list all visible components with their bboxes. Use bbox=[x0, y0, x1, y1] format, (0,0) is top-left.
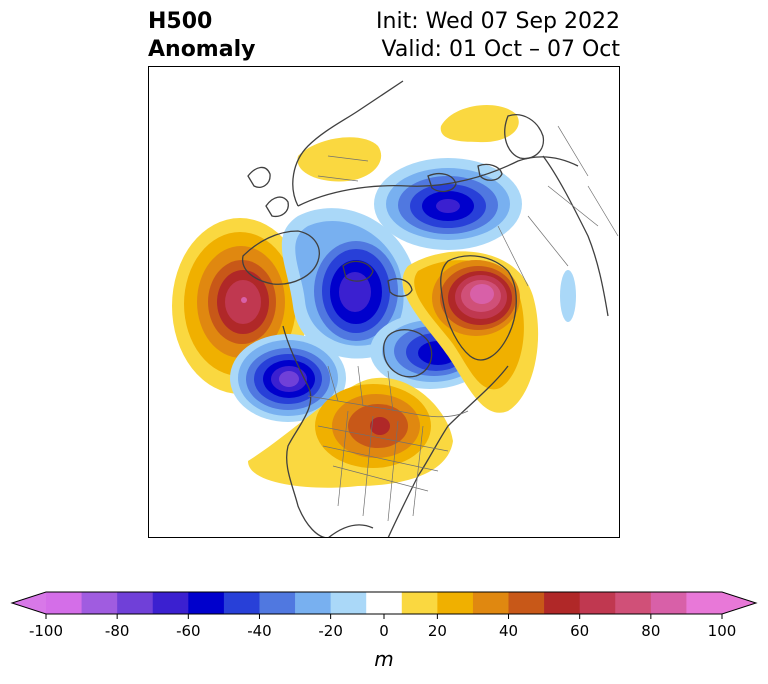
arctic-low bbox=[281, 208, 418, 359]
pacific-low bbox=[230, 334, 346, 422]
colorbar-swatch bbox=[366, 592, 403, 614]
init-date: Init: Wed 07 Sep 2022 bbox=[376, 9, 620, 34]
colorbar-swatch bbox=[295, 592, 332, 614]
colorbar-swatch bbox=[686, 592, 723, 614]
colorbar-swatch bbox=[81, 592, 118, 614]
colorbar-tick-label: 80 bbox=[641, 622, 660, 640]
scandinavia-high bbox=[440, 104, 519, 143]
political-borders bbox=[307, 125, 619, 522]
title-block-left: H500 Anomaly bbox=[148, 8, 255, 64]
atlantic-trough-tail bbox=[560, 270, 576, 322]
colorbar-swatch bbox=[472, 592, 510, 614]
map-frame bbox=[148, 66, 620, 538]
colorbar-tick-label: 60 bbox=[570, 622, 589, 640]
colorbar-unit-label: m bbox=[374, 647, 393, 671]
colorbar-tick-label: -100 bbox=[29, 622, 63, 640]
colorbar: -100 -80 -60 -40 -20 0 20 40 60 80 100 m bbox=[10, 591, 758, 671]
colorbar-swatch bbox=[46, 592, 83, 614]
colorbar-tick-label: 100 bbox=[708, 622, 737, 640]
siberia-low bbox=[374, 158, 522, 250]
colorbar-swatch bbox=[615, 592, 652, 614]
anomaly-map bbox=[148, 66, 620, 538]
colorbar-swatch bbox=[544, 592, 581, 614]
colorbar-swatch bbox=[650, 592, 687, 614]
title-block-right: Init: Wed 07 Sep 2022 Valid: 01 Oct – 07… bbox=[376, 8, 620, 64]
title-anomaly: Anomaly bbox=[148, 37, 256, 62]
colorbar-tick-label: -40 bbox=[247, 622, 272, 640]
colorbar-ticks: -100 -80 -60 -40 -20 0 20 40 60 80 100 bbox=[29, 614, 736, 640]
colorbar-tick-label: 40 bbox=[499, 622, 518, 640]
colorbar-swatch bbox=[188, 592, 225, 614]
colorbar-swatch bbox=[508, 592, 545, 614]
colorbar-extend-low bbox=[12, 592, 46, 614]
valid-range: Valid: 01 Oct – 07 Oct bbox=[381, 37, 620, 62]
colorbar-tick-label: 20 bbox=[428, 622, 447, 640]
colorbar-swatch bbox=[223, 592, 260, 614]
title-variable: H500 bbox=[148, 9, 213, 34]
colorbar-extend-high bbox=[722, 592, 756, 614]
colorbar-swatches bbox=[12, 592, 756, 614]
colorbar-swatch bbox=[117, 592, 154, 614]
colorbar-swatch bbox=[401, 592, 438, 614]
coastlines bbox=[242, 80, 609, 538]
colorbar-swatch bbox=[259, 592, 296, 614]
colorbar-swatch bbox=[152, 592, 189, 614]
colorbar-swatch bbox=[330, 592, 367, 614]
colorbar-tick-label: -20 bbox=[318, 622, 343, 640]
colorbar-swatch bbox=[579, 592, 616, 614]
east-asia-high bbox=[297, 137, 382, 182]
colorbar-swatch bbox=[437, 592, 474, 614]
colorbar-tick-label: 0 bbox=[379, 622, 389, 640]
colorbar-tick-label: -80 bbox=[105, 622, 130, 640]
colorbar-tick-label: -60 bbox=[176, 622, 201, 640]
